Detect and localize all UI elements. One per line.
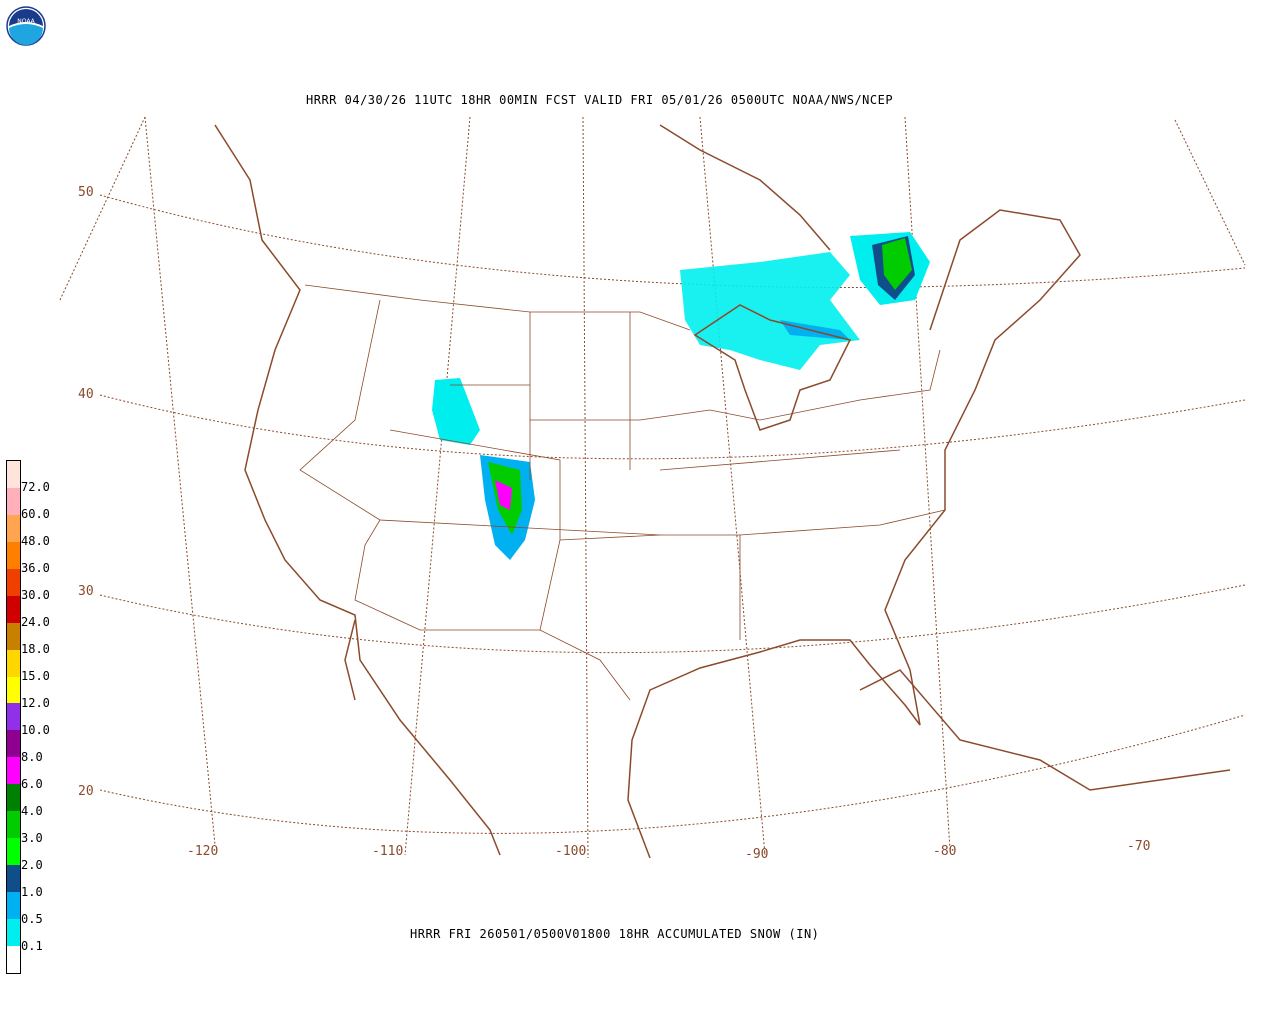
lon-80-line [904,116,951,851]
map-title: HRRR 04/30/26 11UTC 18HR 00MIN FCST VALI… [306,93,894,107]
lat-label: 30 [78,584,94,599]
legend-label: 6.0 [21,777,43,791]
coastlines [214,124,1231,859]
color-legend [6,460,21,974]
lon-label: -120 [187,844,218,859]
legend-swatch [7,649,20,677]
lon-120-line [144,116,216,846]
lat-label: 20 [78,784,94,799]
lat-40-line [99,394,1246,460]
legend-swatch [7,892,20,919]
legend-label: 72.0 [21,480,50,494]
legend-swatch [7,730,20,758]
lat-20-line [99,714,1246,834]
lon-100-line [582,116,589,859]
legend-swatch [7,676,20,704]
lat-50-line [99,194,1246,289]
lat-label: 50 [78,185,94,200]
legend-swatch [7,811,20,839]
lon-label: -80 [933,844,956,859]
legend-label: 10.0 [21,723,50,737]
legend-label: 2.0 [21,858,43,872]
legend-label: 36.0 [21,561,50,575]
lon-90-line [699,116,766,856]
legend-swatch [7,568,20,596]
graticule [59,116,1246,859]
legend-swatch [7,757,20,785]
legend-label: 18.0 [21,642,50,656]
lon-130-line [59,116,146,301]
legend-label: 12.0 [21,696,50,710]
lon-110-line [404,116,471,856]
political-borders [299,284,946,701]
lat-30-line [99,584,1246,654]
lon-label: -90 [745,847,768,862]
lat-label: 40 [78,387,94,402]
snow-areas [432,232,930,560]
logo-text: NOAA [17,18,35,25]
lon-label: -100 [555,844,586,859]
legend-swatch [7,487,20,515]
legend-label: 8.0 [21,750,43,764]
legend-label: 0.1 [21,939,43,953]
legend-swatch [7,865,20,892]
legend-label: 3.0 [21,831,43,845]
lon-label: -110 [372,844,403,859]
noaa-logo: NOAA [6,6,46,46]
legend-swatch [7,622,20,650]
legend-swatch [7,945,20,973]
legend-label: 30.0 [21,588,50,602]
legend-swatch [7,514,20,542]
legend-label: 15.0 [21,669,50,683]
legend-label: 1.0 [21,885,43,899]
legend-swatch [7,541,20,569]
legend-label: 48.0 [21,534,50,548]
legend-swatch [7,918,20,946]
map-caption: HRRR FRI 260501/0500V01800 18HR ACCUMULA… [410,927,820,941]
legend-label: 24.0 [21,615,50,629]
legend-swatch [7,838,20,866]
legend-label: 4.0 [21,804,43,818]
legend-swatch [7,784,20,812]
legend-swatch [7,703,20,731]
legend-label: 0.5 [21,912,43,926]
legend-swatch [7,595,20,623]
lon-70-line [1174,119,1246,266]
legend-label: 60.0 [21,507,50,521]
map-labels: 50 40 30 20 -120 -110 -100 -90 -80 -70 [78,185,1150,862]
lon-label: -70 [1127,839,1150,854]
legend-swatch [7,461,20,488]
